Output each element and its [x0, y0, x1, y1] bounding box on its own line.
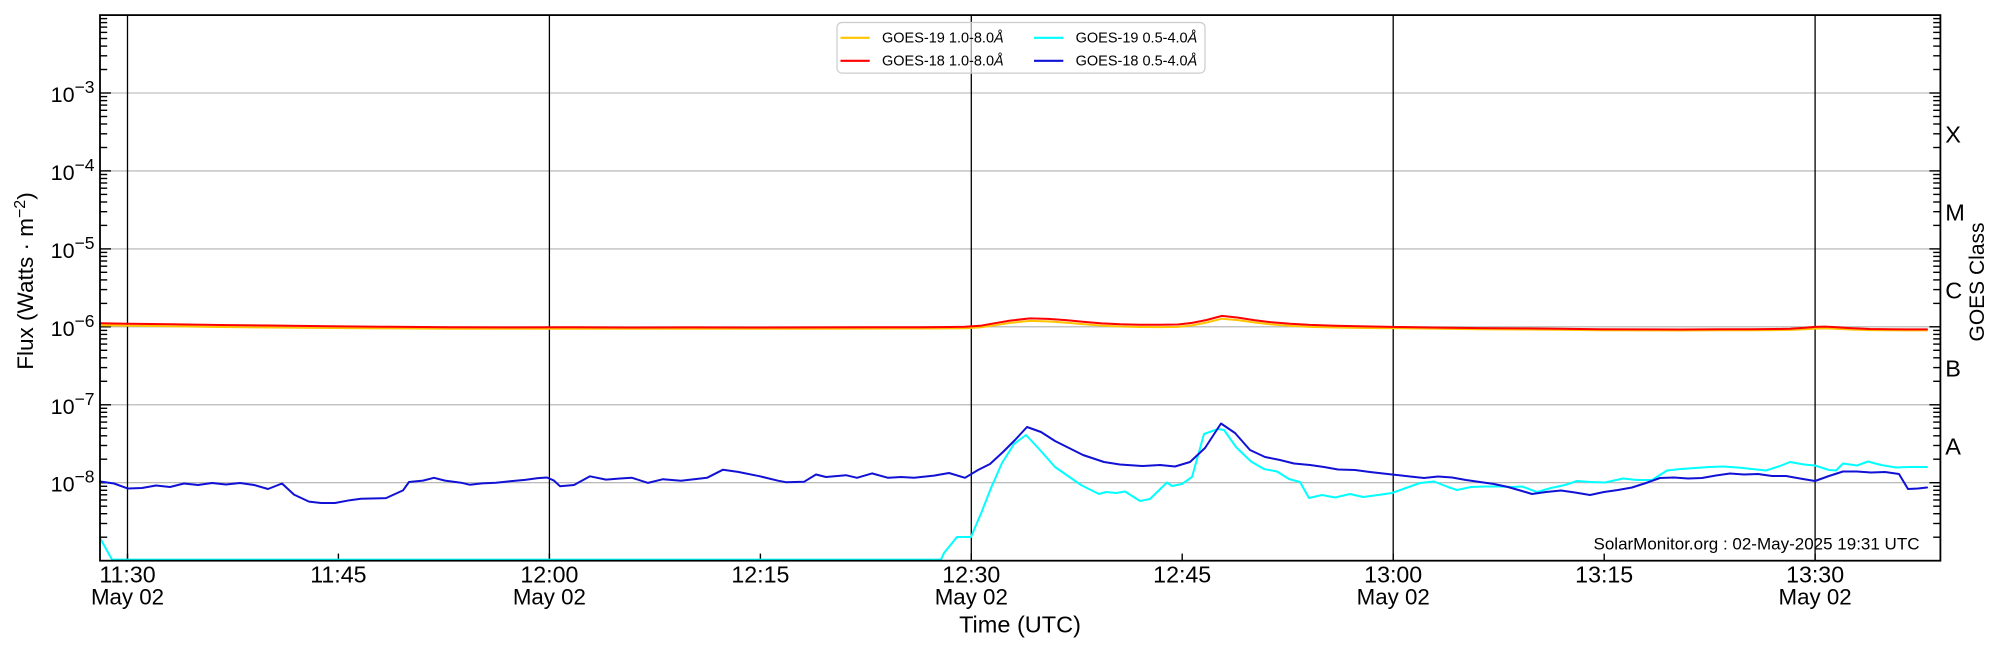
- svg-text:12:00: 12:00: [520, 561, 578, 587]
- svg-text:May 02: May 02: [513, 585, 586, 610]
- svg-text:13:30: 13:30: [1786, 561, 1844, 587]
- svg-text:B: B: [1945, 355, 1961, 381]
- svg-text:May 02: May 02: [91, 585, 164, 610]
- svg-text:11:30: 11:30: [99, 561, 155, 587]
- svg-text:12:45: 12:45: [1153, 561, 1211, 587]
- svg-text:A: A: [1945, 433, 1961, 459]
- svg-text:GOES-18 0.5-4.0Å: GOES-18 0.5-4.0Å: [1076, 53, 1198, 70]
- svg-text:10−3: 10−3: [51, 77, 95, 107]
- svg-text:C: C: [1945, 278, 1962, 304]
- svg-text:May 02: May 02: [1357, 585, 1430, 610]
- svg-text:May 02: May 02: [935, 585, 1008, 610]
- svg-text:X: X: [1945, 122, 1961, 148]
- svg-text:10−8: 10−8: [51, 467, 95, 497]
- svg-text:GOES-19 1.0-8.0Å: GOES-19 1.0-8.0Å: [882, 30, 1004, 47]
- svg-text:GOES Class: GOES Class: [1966, 222, 1989, 341]
- svg-text:10−6: 10−6: [51, 311, 95, 341]
- svg-text:12:15: 12:15: [731, 561, 789, 587]
- svg-text:GOES-18 1.0-8.0Å: GOES-18 1.0-8.0Å: [882, 53, 1004, 70]
- svg-text:13:00: 13:00: [1364, 561, 1422, 587]
- svg-text:12:30: 12:30: [942, 561, 1000, 587]
- svg-text:M: M: [1945, 200, 1965, 226]
- svg-text:May 02: May 02: [1779, 585, 1852, 610]
- svg-text:13:15: 13:15: [1575, 561, 1633, 587]
- svg-text:GOES-19 0.5-4.0Å: GOES-19 0.5-4.0Å: [1076, 30, 1198, 47]
- svg-text:10−4: 10−4: [51, 155, 95, 185]
- svg-text:10−7: 10−7: [51, 389, 95, 419]
- svg-text:SolarMonitor.org : 02-May-2025: SolarMonitor.org : 02-May-2025 19:31 UTC: [1594, 534, 1920, 553]
- svg-text:11:45: 11:45: [310, 561, 366, 587]
- svg-text:10−5: 10−5: [51, 233, 95, 263]
- svg-text:Time (UTC): Time (UTC): [959, 612, 1081, 638]
- svg-text:Flux (Watts · m−2): Flux (Watts · m−2): [12, 192, 38, 369]
